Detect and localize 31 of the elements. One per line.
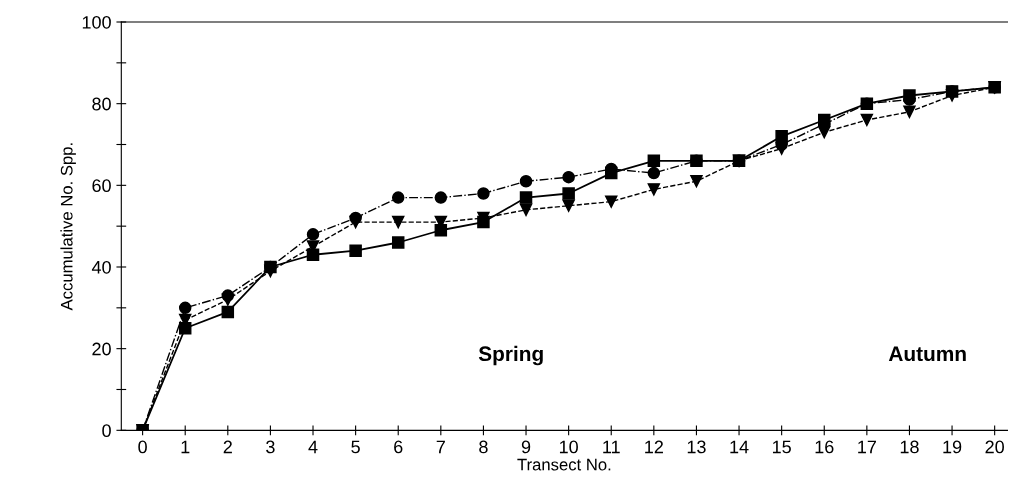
x-tick-label: 12 — [645, 440, 663, 454]
x-tick-label: 9 — [521, 440, 531, 454]
x-tick-label: 19 — [943, 440, 962, 454]
x-tick-label: 8 — [479, 440, 488, 454]
y-tick-label: 40 — [91, 260, 111, 274]
y-tick-label: 80 — [92, 97, 111, 111]
x-tick-label: 10 — [559, 440, 578, 454]
x-tick-label: 7 — [436, 440, 445, 454]
x-tick-label: 15 — [772, 440, 791, 454]
x-tick-label: 16 — [815, 440, 834, 454]
x-tick-label: 17 — [858, 440, 876, 454]
x-tick-label: 3 — [266, 440, 275, 454]
x-tick-label: 20 — [985, 440, 1004, 454]
x-tick-label: 0 — [138, 440, 147, 454]
x-tick-label: 4 — [308, 440, 318, 454]
y-tick-label: 100 — [82, 15, 111, 29]
x-tick-label: 18 — [900, 440, 919, 454]
x-tick-label: 2 — [223, 440, 232, 454]
x-tick-label: 1 — [181, 440, 190, 454]
y-axis-title: Accumulative No. Spp. — [60, 143, 76, 311]
x-tick-label: 11 — [603, 440, 620, 454]
x-tick-label: 5 — [351, 440, 360, 454]
y-tick-label: 60 — [92, 179, 111, 193]
x-tick-label: 14 — [730, 440, 749, 454]
x-tick-label: 6 — [394, 440, 403, 454]
x-tick-label: 13 — [687, 440, 706, 454]
y-tick-label: 20 — [92, 342, 111, 356]
y-tick-label: 0 — [102, 424, 111, 438]
x-axis-title: Transect No. — [517, 458, 611, 471]
annotation: Autumn — [888, 346, 966, 362]
annotation: Spring — [478, 345, 543, 366]
